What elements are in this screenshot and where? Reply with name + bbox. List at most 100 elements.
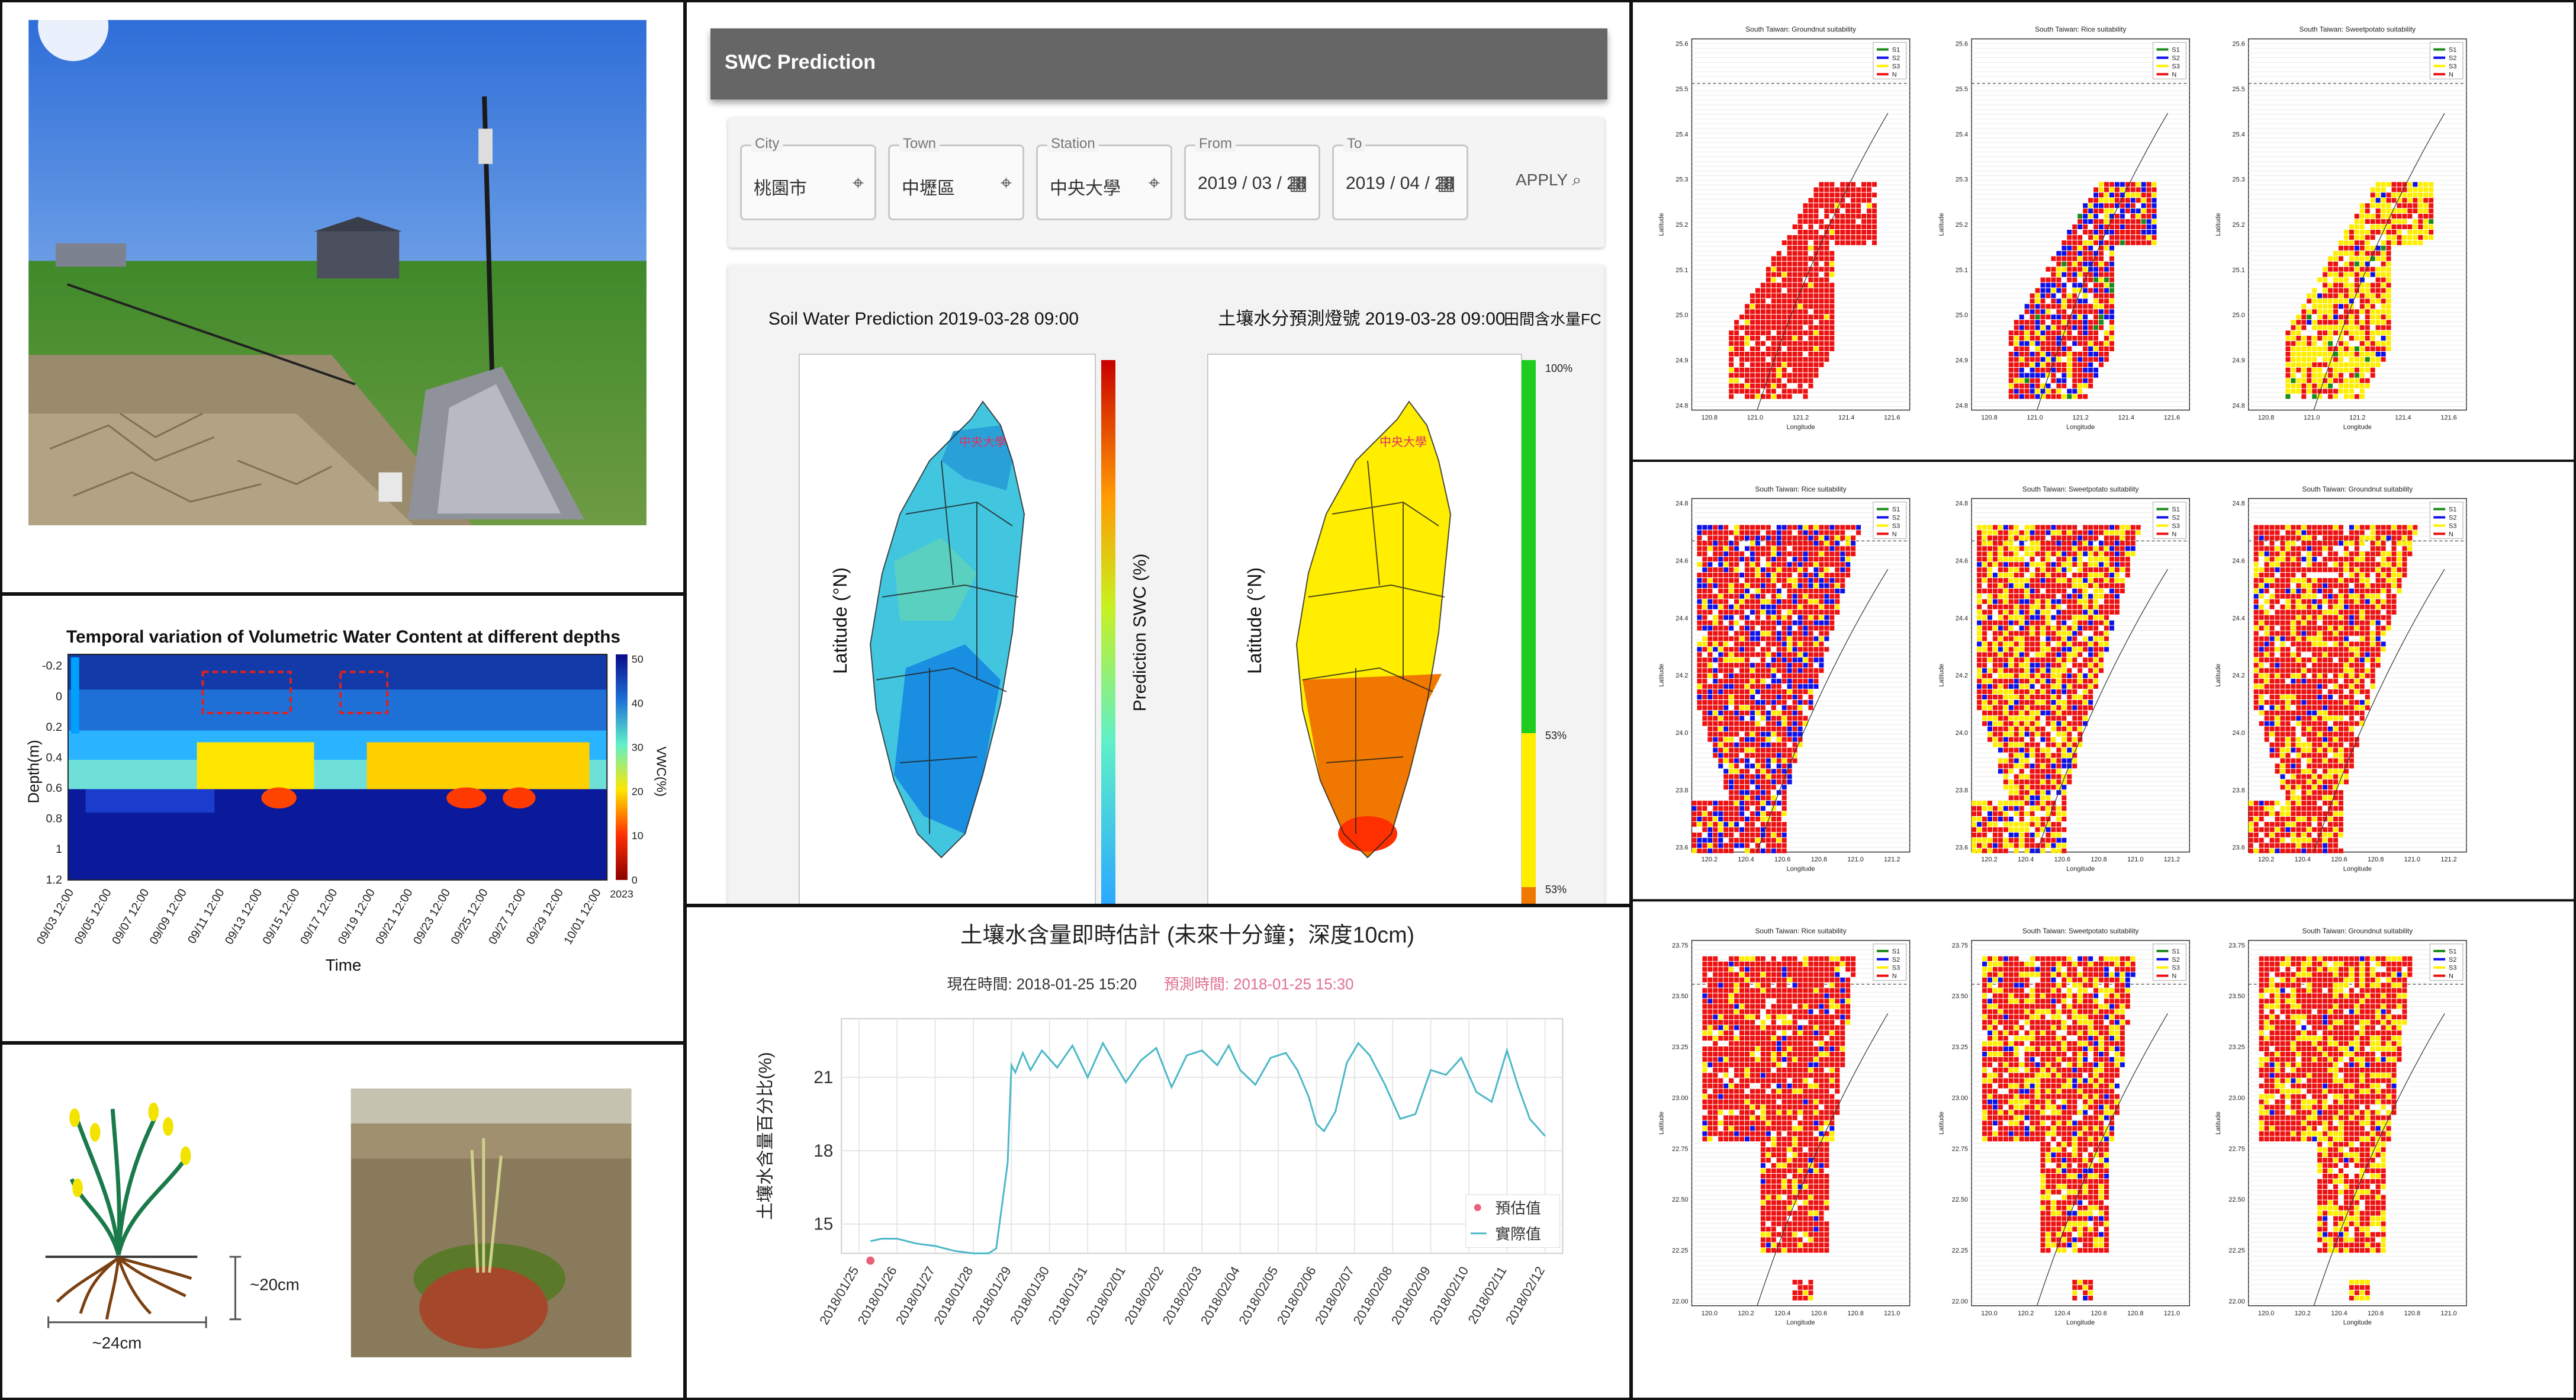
map-xtick: 121.4 (2395, 414, 2411, 421)
svg-text:S1: S1 (2449, 47, 2456, 54)
predicted-point (866, 1256, 875, 1265)
map-ytick: 23.75 (1952, 942, 1968, 949)
root-width-label: ~24cm (92, 1334, 142, 1352)
x-tick-label: 2018/02/04 (1198, 1264, 1243, 1327)
map-title: South Taiwan: Rice suitability (1755, 485, 1846, 493)
soil-map-title: Soil Water Prediction 2019-03-28 09:00 (768, 309, 1079, 329)
map-ytick: 24.4 (1956, 615, 1968, 622)
vwc-cbar-tick: 10 (632, 830, 644, 842)
map-xtick: 120.4 (2018, 856, 2034, 863)
field-photo-panel (0, 0, 686, 595)
app-header: SWC Prediction (710, 28, 1607, 99)
fc-legend-green (1522, 360, 1536, 733)
map-ylabel: Latitude (1938, 664, 1945, 687)
map-xtick: 120.2 (2295, 1310, 2311, 1317)
vwc-xtick: 09/29 12:00 (524, 887, 566, 946)
x-tick-label: 2018/02/08 (1350, 1264, 1395, 1327)
vwc-ytick: 0.2 (46, 721, 62, 734)
vwc-plot-panel: Temporal variation of Volumetric Water C… (0, 593, 686, 1043)
suitability-map: South Taiwan: Groundnut suitability S1S2S… (2215, 485, 2467, 873)
map-xtick: 120.4 (1774, 1310, 1790, 1317)
vwc-ytick: 0 (56, 690, 62, 703)
from-date-field[interactable]: From 2019 / 03 / 28 ▦ (1184, 136, 1320, 220)
x-tick-label: 2018/02/07 (1312, 1264, 1357, 1327)
vwc-xtick: 09/09 12:00 (147, 887, 189, 946)
map-pin-icon: ⌖ (1148, 171, 1160, 195)
town-select[interactable]: Town 中壢區 ⌖ (888, 136, 1024, 220)
y-tick-label: 21 (813, 1068, 833, 1087)
map-xtick: 120.4 (2054, 1310, 2070, 1317)
map-pin-icon: ⌖ (1000, 171, 1012, 195)
vwc-xtick: 09/05 12:00 (72, 887, 114, 946)
map-xtick: 121.6 (1884, 414, 1900, 421)
vwc-cbar-tick: 0 (632, 874, 638, 886)
prediction-map-card: Soil Water Prediction 2019-03-28 09:00 中… (728, 265, 1604, 904)
suitability-map: South Taiwan: Sweetpotato suitabilityS1S… (1938, 927, 2191, 1327)
station-select[interactable]: Station 中央大學 ⌖ (1036, 136, 1172, 220)
map-xtick: 120.8 (2404, 1310, 2420, 1317)
map-ytick: 23.25 (1952, 1044, 1968, 1051)
map-title: South Taiwan: Groundnut suitability (2302, 927, 2413, 935)
map-ytick: 25.0 (1675, 312, 1688, 319)
vwc-cbar-year: 2023 (610, 888, 633, 900)
vwc-xtick: 09/11 12:00 (185, 887, 227, 946)
svg-text:S2: S2 (1892, 515, 1900, 522)
map-ytick: 22.25 (1672, 1247, 1688, 1254)
town-label: Town (899, 136, 940, 152)
suitability-map: South Taiwan: Sweetpotato suitabilityS1S… (1938, 485, 2191, 873)
map-ylabel: Latitude (2215, 1112, 2222, 1135)
city-label: City (751, 136, 783, 152)
map-ytick: 25.2 (2232, 221, 2244, 229)
vwc-xtick: 10/01 12:00 (561, 887, 603, 946)
map-ytick: 24.6 (1675, 557, 1688, 564)
prediction-maps: Soil Water Prediction 2019-03-28 09:00 中… (728, 265, 1604, 904)
actual-series-line (870, 1041, 1546, 1254)
apply-button[interactable]: APPLY ⌕ (1516, 171, 1581, 190)
vwc-cbar-tick: 40 (632, 697, 644, 709)
x-tick-label: 2018/02/05 (1236, 1264, 1281, 1327)
vwc-xtick: 09/15 12:00 (261, 887, 303, 946)
svg-text:S2: S2 (2172, 54, 2179, 62)
map-ytick: 25.3 (2232, 176, 2244, 184)
realtime-chart-panel: 土壤水含量即時估計 (未來十分鐘；深度10cm) 現在時間: 2018-01-2… (684, 905, 1632, 1400)
map-ytick: 25.4 (1956, 131, 1968, 138)
to-date-field[interactable]: To 2019 / 04 / 28 ▦ (1332, 136, 1468, 220)
svg-text:S3: S3 (2449, 63, 2456, 70)
map-ytick: 22.25 (1952, 1247, 1968, 1254)
map-xtick: 121.0 (2164, 1310, 2180, 1317)
vwc-xtick: 09/17 12:00 (298, 887, 340, 946)
map-ytick: 22.00 (1672, 1298, 1688, 1305)
map-ytick: 24.4 (1675, 615, 1688, 622)
map-xtick: 120.6 (2331, 856, 2347, 863)
map-ytick: 24.8 (2232, 500, 2244, 508)
vwc-cbar-tick: 30 (632, 741, 644, 753)
map-ytick: 24.4 (2232, 615, 2244, 622)
vwc-ylabel: Depth(m) (25, 740, 42, 803)
svg-text:S1: S1 (1892, 47, 1900, 54)
map-xlabel: Longitude (2066, 866, 2095, 873)
city-select[interactable]: City 桃園市 ⌖ (740, 136, 876, 220)
svg-text:N: N (2172, 71, 2176, 78)
map-ytick: 23.50 (1672, 993, 1688, 1000)
map-ytick: 25.6 (2232, 41, 2244, 48)
map-xtick: 120.2 (2018, 1310, 2034, 1317)
map-xtick: 121.2 (2164, 856, 2180, 863)
calendar-icon: ▦ (1436, 171, 1456, 195)
map-xtick: 120.6 (1774, 856, 1790, 863)
map-ytick: 24.0 (1956, 730, 1968, 737)
apply-label: APPLY (1516, 171, 1568, 189)
y-tick-label: 18 (813, 1141, 833, 1161)
map-ytick: 23.8 (1956, 787, 1968, 794)
x-tick-label: 2018/02/03 (1159, 1264, 1204, 1327)
x-tick-label: 2018/01/30 (1007, 1264, 1052, 1327)
from-value: 2019 / 03 / 28 (1198, 174, 1307, 193)
map-ytick: 22.75 (2228, 1145, 2244, 1152)
map-ytick: 23.75 (1672, 942, 1688, 949)
suitability-map: South Taiwan: Sweetpotato suitabilityS1S… (2215, 25, 2467, 431)
vwc-ytick: 0.8 (46, 813, 62, 826)
map-title: South Taiwan: Groundnut suitability (1745, 25, 1856, 34)
map-ytick: 22.25 (2228, 1247, 2244, 1254)
